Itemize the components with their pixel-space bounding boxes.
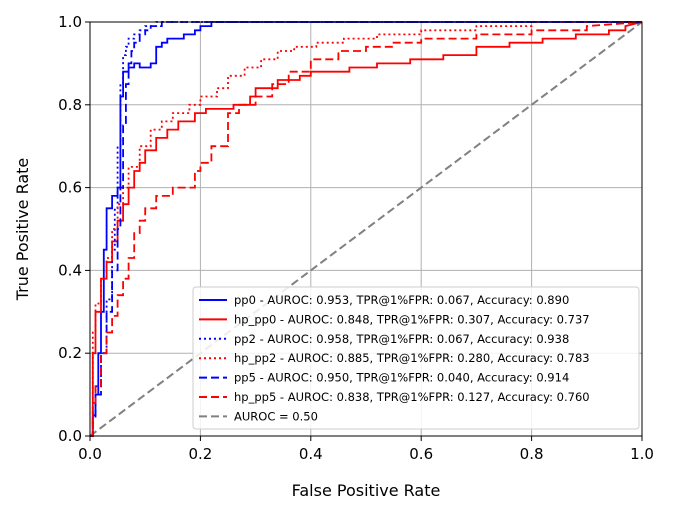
x-tick-label: 0.0 (78, 445, 102, 463)
legend-entry-1: hp_pp0 - AUROC: 0.848, TPR@1%FPR: 0.307,… (234, 312, 590, 326)
series-line-3 (90, 21, 642, 437)
x-axis-label: False Positive Rate (292, 481, 441, 500)
legend-entry-4: pp5 - AUROC: 0.950, TPR@1%FPR: 0.040, Ac… (234, 371, 569, 385)
reference-layer (89, 21, 643, 437)
x-tick-label: 1.0 (630, 445, 654, 463)
legend-entry-6: AUROC = 0.50 (234, 409, 318, 423)
grid (89, 21, 643, 437)
legend-entry-3: hp_pp2 - AUROC: 0.885, TPR@1%FPR: 0.280,… (234, 351, 590, 365)
series-line-2 (90, 21, 642, 437)
series-line-0 (90, 21, 642, 437)
y-tick-label: 0.0 (58, 427, 82, 445)
y-axis-label: True Positive Rate (13, 158, 32, 302)
x-tick-label: 0.4 (299, 445, 323, 463)
legend-entry-5: hp_pp5 - AUROC: 0.838, TPR@1%FPR: 0.127,… (234, 390, 590, 404)
plot-frame (89, 21, 643, 437)
ticks: 0.0 0.2 0.4 0.6 0.8 1.0 0.0 0.2 0.4 0.6 0.8 1.0 (58, 13, 654, 463)
legend-box (192, 286, 640, 430)
series-layer (90, 21, 643, 437)
y-tick-label: 0.4 (58, 261, 82, 279)
legend: pp0 - AUROC: 0.953, TPR@1%FPR: 0.067, Ac… (192, 286, 640, 430)
legend-entry-0: pp0 - AUROC: 0.953, TPR@1%FPR: 0.067, Ac… (234, 293, 569, 307)
reference-line-auroc-050 (89, 21, 643, 437)
x-tick-label: 0.2 (188, 445, 212, 463)
y-tick-label: 1.0 (58, 13, 82, 31)
legend-entry-2: pp2 - AUROC: 0.958, TPR@1%FPR: 0.067, Ac… (234, 332, 569, 346)
y-tick-label: 0.2 (58, 344, 82, 362)
y-tick-label: 0.6 (58, 179, 82, 197)
x-tick-label: 0.6 (409, 445, 433, 463)
y-tick-label: 0.8 (58, 96, 82, 114)
series-line-5 (90, 21, 643, 437)
x-tick-label: 0.8 (520, 445, 544, 463)
